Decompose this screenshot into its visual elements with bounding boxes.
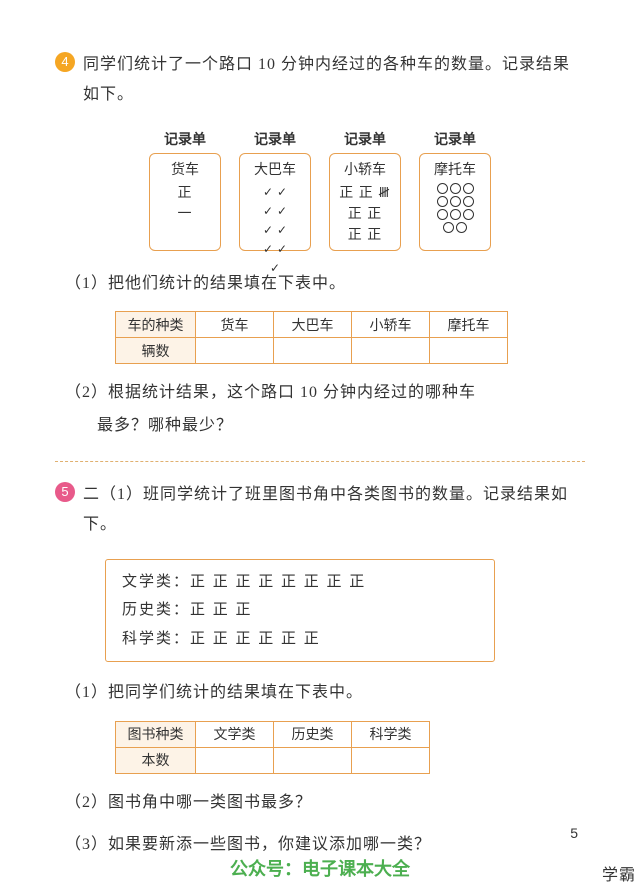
record-card-truck: 记录单 货车 正 一 <box>149 129 221 251</box>
table-cell-empty <box>274 747 352 773</box>
table-cell-empty <box>274 338 352 364</box>
card-body-car: 小轿车 正 正 𝍸 正 正 正 正 <box>329 153 401 251</box>
book-label: 文学类： <box>122 574 190 590</box>
table-cell: 摩托车 <box>430 312 508 338</box>
section-divider <box>55 461 585 462</box>
question-4: 4 同学们统计了一个路口 10 分钟内经过的各种车的数量。记录结果如下。 记录单… <box>55 50 585 441</box>
table-cell-empty <box>352 747 430 773</box>
tally-text: 正 正 𝍸 <box>339 183 390 204</box>
table-cell-empty <box>352 338 430 364</box>
circle-group <box>437 183 474 233</box>
tally-text: 正 <box>178 183 193 204</box>
table-cell-empty <box>196 338 274 364</box>
tally-row: ✓✓ <box>263 183 287 201</box>
record-cards-row: 记录单 货车 正 一 记录单 大巴车 ✓✓ ✓✓ ✓✓ ✓✓ ✓ 记录单 小轿车 <box>55 129 585 251</box>
tally-row: ✓✓ <box>263 240 287 258</box>
tally-text: 一 <box>178 204 193 225</box>
watermark-text: 学霸 <box>602 861 636 885</box>
table-cell: 大巴车 <box>274 312 352 338</box>
q4-sub1: （1）把他们统计的结果填在下表中。 <box>65 269 585 299</box>
card-body-truck: 货车 正 一 <box>149 153 221 251</box>
question-number-5: 5 <box>55 482 75 502</box>
tally-text: 正 正 <box>348 225 383 246</box>
card-title: 记录单 <box>344 129 386 149</box>
question-4-prompt: 同学们统计了一个路口 10 分钟内经过的各种车的数量。记录结果如下。 <box>83 50 585 111</box>
card-title: 记录单 <box>434 129 476 149</box>
book-row-science: 科学类：正 正 正 正 正 正 <box>122 625 478 654</box>
book-row-literature: 文学类：正 正 正 正 正 正 正 正 <box>122 568 478 597</box>
card-title: 记录单 <box>254 129 296 149</box>
table-cell: 历史类 <box>274 721 352 747</box>
book-label: 科学类： <box>122 631 190 647</box>
card-label: 大巴车 <box>254 160 296 181</box>
book-row-history: 历史类：正 正 正 <box>122 596 478 625</box>
table-cell: 科学类 <box>352 721 430 747</box>
table-header: 辆数 <box>116 338 196 364</box>
question-5: 5 二（1）班同学统计了班里图书角中各类图书的数量。记录结果如下。 文学类：正 … <box>55 480 585 860</box>
book-record-box: 文学类：正 正 正 正 正 正 正 正 历史类：正 正 正 科学类：正 正 正 … <box>105 559 495 663</box>
card-title: 记录单 <box>164 129 206 149</box>
tally-text: 正 正 <box>348 204 383 225</box>
table-cell: 小轿车 <box>352 312 430 338</box>
table-cell-empty <box>430 338 508 364</box>
book-label: 历史类： <box>122 602 190 618</box>
table-header: 车的种类 <box>116 312 196 338</box>
tally-row: ✓✓ <box>263 202 287 220</box>
page-number: 5 <box>570 825 578 841</box>
table-cell-empty <box>196 747 274 773</box>
question-number-4: 4 <box>55 52 75 72</box>
record-card-bus: 记录单 大巴车 ✓✓ ✓✓ ✓✓ ✓✓ ✓ <box>239 129 311 251</box>
footer-wechat: 公众号：电子课本大全 <box>0 855 640 881</box>
q5-summary-table: 图书种类 文学类 历史类 科学类 本数 <box>115 721 430 774</box>
record-card-moto: 记录单 摩托车 <box>419 129 491 251</box>
card-label: 摩托车 <box>434 160 476 181</box>
card-label: 货车 <box>171 160 199 181</box>
table-cell: 文学类 <box>196 721 274 747</box>
question-5-prompt: 二（1）班同学统计了班里图书角中各类图书的数量。记录结果如下。 <box>83 480 585 541</box>
q4-sub2-line1: （2）根据统计结果，这个路口 10 分钟内经过的哪种车 <box>65 378 585 408</box>
card-body-moto: 摩托车 <box>419 153 491 251</box>
table-header: 本数 <box>116 747 196 773</box>
question-4-header: 4 同学们统计了一个路口 10 分钟内经过的各种车的数量。记录结果如下。 <box>55 50 585 111</box>
q4-sub2-line2: 最多？哪种最少？ <box>97 411 585 441</box>
q5-sub2: （2）图书角中哪一类图书最多？ <box>65 788 585 818</box>
book-tally: 正 正 正 正 正 正 正 正 <box>190 574 366 590</box>
book-tally: 正 正 正 正 正 正 <box>190 631 321 647</box>
tally-row: ✓✓ <box>263 221 287 239</box>
record-card-car: 记录单 小轿车 正 正 𝍸 正 正 正 正 <box>329 129 401 251</box>
q5-sub1: （1）把同学们统计的结果填在下表中。 <box>65 678 585 708</box>
book-tally: 正 正 正 <box>190 602 253 618</box>
table-header: 图书种类 <box>116 721 196 747</box>
card-label: 小轿车 <box>344 160 386 181</box>
table-cell: 货车 <box>196 312 274 338</box>
question-5-header: 5 二（1）班同学统计了班里图书角中各类图书的数量。记录结果如下。 <box>55 480 585 541</box>
card-body-bus: 大巴车 ✓✓ ✓✓ ✓✓ ✓✓ ✓ <box>239 153 311 251</box>
q4-summary-table: 车的种类 货车 大巴车 小轿车 摩托车 辆数 <box>115 311 508 364</box>
